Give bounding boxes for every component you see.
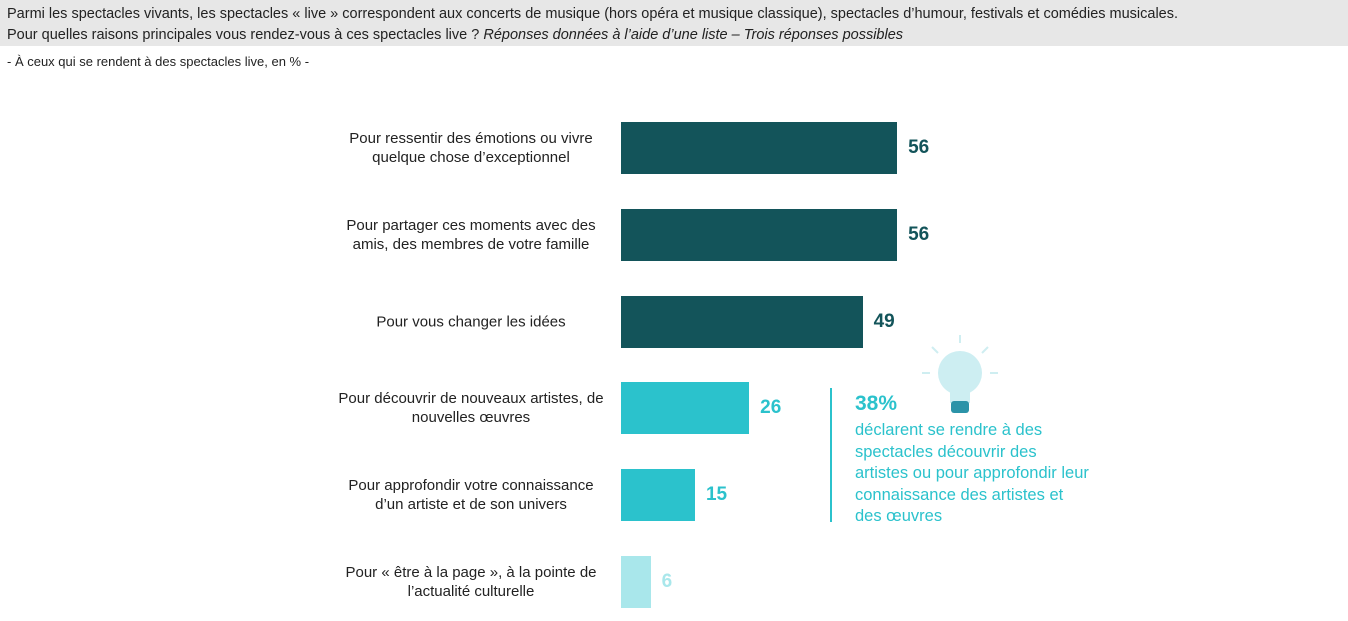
category-label: Pour approfondir votre connaissance d’un… — [348, 477, 594, 514]
subtitle: - À ceux qui se rendent à des spectacles… — [7, 54, 310, 69]
annotation-value: 38% — [855, 392, 898, 415]
category-label: Pour vous changer les idées — [376, 313, 566, 331]
bar — [621, 469, 695, 522]
header-band: Parmi les spectacles vivants, les specta… — [0, 0, 1348, 46]
bar — [621, 208, 898, 261]
annotation-line — [830, 388, 832, 522]
category-label: Pour ressentir des émotions ou vivre que… — [349, 130, 593, 166]
annotation-text: déclarent se rendre à des spectacles déc… — [855, 421, 1089, 525]
bar — [621, 556, 651, 608]
question-text: Pour quelles raisons principales vous re… — [7, 27, 480, 43]
question: Pour quelles raisons principales vous re… — [7, 27, 903, 43]
category-label: Pour « être à la page », à la pointe de … — [345, 564, 597, 600]
value-label: 49 — [873, 310, 895, 332]
header-text: Parmi les spectacles vivants, les specta… — [7, 6, 1179, 22]
lightbulb-icon — [922, 335, 998, 413]
question-note: Réponses données à l’aide d’une liste – … — [483, 27, 904, 43]
value-label: 15 — [705, 484, 728, 506]
bar — [621, 382, 750, 435]
value-label: 6 — [661, 571, 673, 592]
value-label: 56 — [908, 137, 930, 158]
bar — [621, 295, 863, 348]
bar — [621, 122, 898, 174]
value-label: 26 — [760, 397, 782, 419]
category-label: Pour partager ces moments avec des amis,… — [346, 216, 596, 253]
value-label: 56 — [908, 223, 930, 245]
category-label: Pour découvrir de nouveaux artistes, de … — [338, 390, 604, 427]
